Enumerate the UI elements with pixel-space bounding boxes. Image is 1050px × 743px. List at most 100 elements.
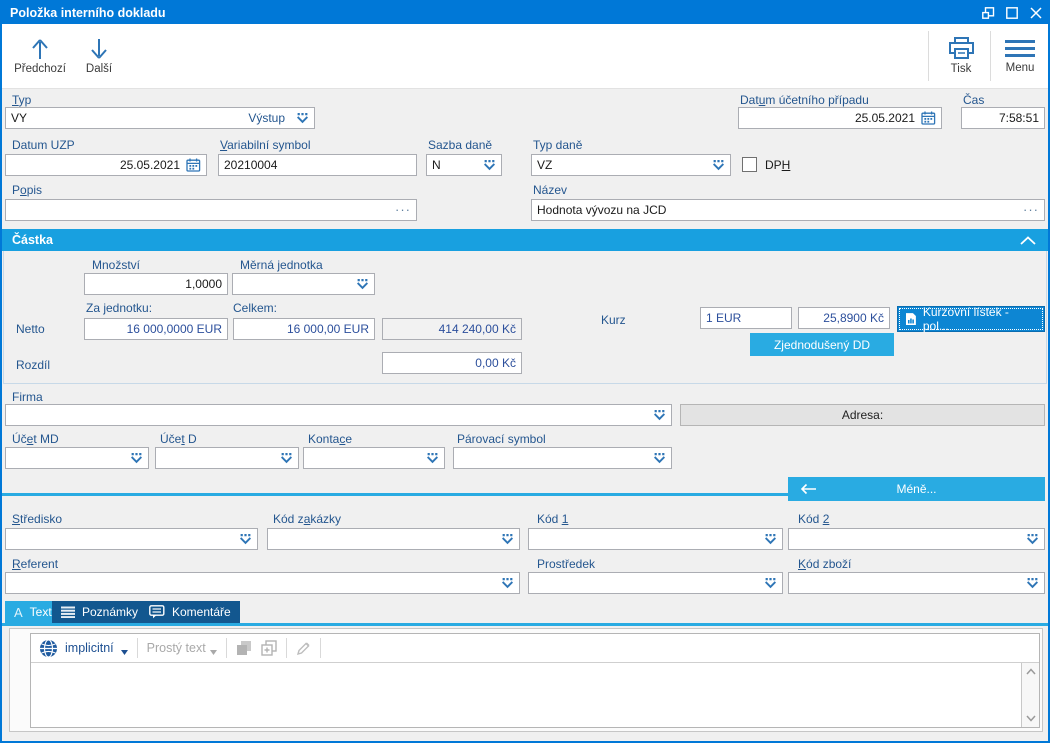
dropdown-icon[interactable] (130, 452, 143, 464)
scroll-down-icon[interactable] (1025, 715, 1036, 722)
dropdown-icon[interactable] (1026, 577, 1039, 589)
dropdown-icon[interactable] (239, 533, 252, 545)
kod-1-field[interactable] (528, 528, 783, 550)
printer-icon (948, 37, 974, 59)
print-button[interactable]: Tisk (936, 28, 986, 84)
previous-button[interactable]: Předchozí (8, 28, 72, 84)
language-button[interactable]: implicitní (39, 638, 128, 658)
typ-dane-field[interactable]: VZ (531, 154, 731, 176)
dropdown-icon[interactable] (501, 533, 514, 545)
castka-section-header[interactable]: Částka (2, 229, 1048, 251)
kontace-field[interactable] (303, 447, 445, 469)
editor-toolbar: implicitní Prostý text (31, 634, 1039, 663)
cas-field[interactable]: 7:58:51 (961, 107, 1045, 129)
castka-section-body (3, 251, 1047, 384)
popis-more-button[interactable]: ··· (395, 202, 411, 217)
globe-icon (39, 638, 58, 658)
datum-uzp-field[interactable]: 25.05.2021 (5, 154, 207, 176)
prostredek-field[interactable] (528, 572, 783, 594)
dropdown-icon[interactable] (764, 577, 777, 589)
ucet-d-label: Účet D (160, 432, 197, 446)
dropdown-icon[interactable] (296, 112, 309, 124)
dropdown-icon[interactable] (712, 159, 725, 171)
editor-textarea[interactable] (31, 663, 1039, 727)
dph-label: DPH (765, 158, 791, 172)
referent-field[interactable] (5, 572, 520, 594)
sazba-dane-label: Sazba daně (428, 138, 493, 152)
zjednoduseny-dd-button[interactable]: Zjednodušený DD (750, 333, 894, 356)
ucet-md-field[interactable] (5, 447, 149, 469)
kod-2-label: Kód 2 (798, 512, 830, 526)
close-button[interactable] (1024, 2, 1048, 24)
kod-zbozi-label: Kód zboží (798, 557, 852, 571)
copy-icon (236, 641, 251, 655)
caret-down-icon (120, 649, 128, 655)
scroll-up-icon[interactable] (1025, 668, 1036, 675)
dropdown-icon[interactable] (1026, 533, 1039, 545)
nazev-label: Název (533, 183, 568, 197)
editor-toolbar-separator (319, 638, 321, 658)
merna-jednotka-field[interactable] (232, 273, 375, 295)
editor-toolbar-separator (285, 638, 287, 658)
next-button[interactable]: Další (76, 28, 122, 84)
dropdown-icon[interactable] (426, 452, 439, 464)
edit-pencil-icon (296, 642, 310, 655)
copy-add-icon (260, 640, 277, 656)
kod-zbozi-field[interactable] (788, 572, 1045, 594)
mnozstvi-field[interactable]: 1,0000 (84, 273, 228, 295)
collapse-chevron-icon[interactable] (1020, 235, 1036, 245)
tab-poznamky[interactable]: Poznámky (52, 601, 148, 623)
tab-komentare[interactable]: Komentáře (140, 601, 240, 623)
sazba-dane-field[interactable]: N (426, 154, 502, 176)
mnozstvi-label: Množství (92, 258, 141, 272)
netto-kc-field: 414 240,00 Kč (382, 318, 522, 340)
ucet-d-field[interactable] (155, 447, 299, 469)
dph-checkbox[interactable] (742, 157, 757, 172)
calendar-icon[interactable] (921, 111, 936, 125)
stredisko-field[interactable] (5, 528, 258, 550)
menu-button[interactable]: Menu (996, 28, 1044, 84)
mene-button[interactable]: Méně... (788, 477, 1045, 501)
kurzovni-listek-button[interactable]: Kurzovní lístek - pol... (897, 305, 1045, 333)
rozdil-field[interactable]: 0,00 Kč (382, 352, 522, 374)
datum-uzp-label: Datum UZP (12, 138, 75, 152)
kod-zakazky-label: Kód zakázky (273, 512, 342, 526)
text-a-icon: A (14, 604, 23, 620)
typ-field[interactable]: VY Výstup (5, 107, 315, 129)
dropdown-icon[interactable] (483, 159, 496, 171)
caret-down-icon (209, 649, 217, 655)
netto-celkem-field[interactable]: 16 000,00 EUR (233, 318, 375, 340)
maximize-button[interactable] (1000, 2, 1024, 24)
dropdown-icon[interactable] (653, 409, 666, 421)
dropdown-icon[interactable] (653, 452, 666, 464)
datum-ucetniho-pripadu-field[interactable]: 25.05.2021 (738, 107, 942, 129)
main-toolbar: Předchozí Další Tisk Menu (2, 24, 1048, 89)
datum-ucetniho-pripadu-label: Datum účetního případu (740, 93, 869, 107)
calendar-icon[interactable] (186, 158, 201, 172)
kurz-label: Kurz (601, 313, 626, 327)
editor-toolbar-separator (136, 638, 138, 658)
dropdown-icon[interactable] (280, 452, 293, 464)
kurz-hodnota-field[interactable]: 25,8900 Kč (798, 307, 890, 329)
dropdown-icon[interactable] (356, 278, 369, 290)
variabilni-symbol-field[interactable]: 20210004 (218, 154, 417, 176)
parovaci-symbol-field[interactable] (453, 447, 672, 469)
popis-label: Popis (12, 183, 43, 197)
down-arrow-icon (91, 38, 107, 59)
kod-2-field[interactable] (788, 528, 1045, 550)
kurz-mena-field[interactable]: 1 EUR (700, 307, 792, 329)
restore-button[interactable] (976, 2, 1000, 24)
netto-za-jednotku-field[interactable]: 16 000,0000 EUR (84, 318, 228, 340)
tab-text[interactable]: A Text (5, 601, 61, 623)
popis-field[interactable]: ··· (5, 199, 417, 221)
window-title: Položka interního dokladu (10, 6, 166, 20)
editor-scrollbar[interactable] (1021, 663, 1039, 727)
firma-field[interactable] (5, 404, 672, 426)
nazev-more-button[interactable]: ··· (1023, 202, 1039, 217)
nazev-field[interactable]: Hodnota vývozu na JCD ··· (531, 199, 1045, 221)
dropdown-icon[interactable] (764, 533, 777, 545)
form-content: Typ VY Výstup Datum účetního případu 25.… (2, 89, 1048, 741)
kod-zakazky-field[interactable] (267, 528, 520, 550)
dropdown-icon[interactable] (501, 577, 514, 589)
za-jednotku-label: Za jednotku: (86, 301, 153, 315)
